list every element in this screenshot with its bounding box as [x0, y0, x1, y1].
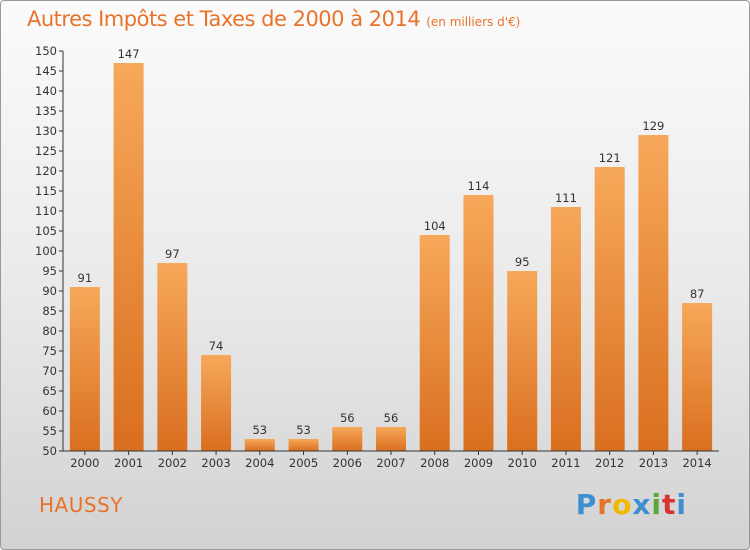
bar-value-label: 91	[78, 271, 93, 285]
logo-letter: x	[632, 488, 652, 521]
x-tick-label: 2012	[595, 456, 624, 470]
bar-value-label: 56	[384, 411, 399, 425]
x-tick-label: 2014	[682, 456, 711, 470]
y-tick-label: 110	[35, 204, 57, 218]
bar-value-label: 111	[555, 191, 577, 205]
x-tick-label: 2011	[551, 456, 580, 470]
logo-letter: o	[612, 488, 633, 521]
logo-letter: i	[676, 488, 687, 521]
y-tick-label: 145	[35, 64, 57, 78]
unit-text: (en milliers d'€)	[426, 15, 521, 29]
y-tick-label: 85	[42, 304, 57, 318]
bar-2010	[507, 271, 538, 451]
y-tick-label: 140	[35, 84, 57, 98]
bar-2001	[113, 63, 144, 451]
bar-value-label: 97	[165, 247, 180, 261]
place-name: HAUSSY	[39, 493, 123, 517]
bar-2000	[69, 287, 100, 451]
bar-2005	[288, 439, 319, 451]
bar-value-label: 104	[424, 219, 446, 233]
bar-value-label: 114	[467, 179, 489, 193]
x-tick-label: 2006	[333, 456, 362, 470]
bar-value-label: 53	[252, 423, 267, 437]
x-tick-label: 2005	[289, 456, 318, 470]
bar-2004	[244, 439, 275, 451]
bar-2007	[376, 427, 406, 451]
bar-2013	[638, 135, 669, 451]
y-tick-label: 125	[35, 144, 57, 158]
y-tick-label: 90	[42, 284, 57, 298]
x-tick-label: 2002	[158, 456, 187, 470]
x-tick-label: 2010	[508, 456, 537, 470]
y-tick-label: 55	[42, 424, 57, 438]
y-tick-label: 115	[35, 184, 57, 198]
x-tick-label: 2007	[376, 456, 405, 470]
y-tick-label: 60	[42, 404, 57, 418]
logo-letter: t	[662, 488, 677, 521]
x-tick-label: 2013	[639, 456, 668, 470]
chart-title: Autres Impôts et Taxes de 2000 à 2014 (en…	[27, 7, 520, 31]
logo-letter: i	[651, 488, 662, 521]
bar-2003	[201, 355, 232, 451]
bar-value-label: 74	[209, 339, 224, 353]
y-tick-label: 100	[35, 244, 57, 258]
y-tick-label: 120	[35, 164, 57, 178]
bar-2012	[594, 167, 625, 451]
bar-value-label: 147	[118, 47, 140, 61]
bar-2014	[682, 303, 713, 451]
x-tick-label: 2008	[420, 456, 449, 470]
y-axis: 50 55 60 65 70 75 80 85 90 95 100 105 110 115 120 125 13…	[35, 44, 64, 458]
x-tick-label: 2003	[201, 456, 230, 470]
title-text: Autres Impôts et Taxes de 2000 à 2014	[27, 7, 421, 31]
y-tick-label: 150	[35, 44, 57, 58]
y-tick-label: 105	[35, 224, 57, 238]
bar-value-label: 121	[599, 151, 621, 165]
x-axis: 2000 2001 2002 2003 2004 2005 2006 2007 2008 2009…	[63, 450, 719, 470]
x-tick-label: 2004	[245, 456, 274, 470]
bars-group: 91 147 97 74 53 53 56 56 104 114 95 111 121 129 87	[69, 47, 713, 451]
bar-value-label: 53	[296, 423, 311, 437]
x-tick-label: 2009	[464, 456, 493, 470]
bar-value-label: 129	[642, 119, 664, 133]
y-tick-label: 135	[35, 104, 57, 118]
bar-2008	[419, 235, 450, 451]
y-tick-label: 80	[42, 324, 57, 338]
bar-2011	[550, 207, 581, 451]
bar-value-label: 87	[690, 287, 705, 301]
logo-letter: P	[575, 488, 598, 521]
bar-2006	[332, 427, 363, 451]
y-tick-label: 65	[42, 384, 57, 398]
proxiti-logo: Proxiti	[576, 488, 687, 521]
bar-2002	[157, 263, 188, 451]
bar-value-label: 56	[340, 411, 355, 425]
x-tick-label: 2000	[70, 456, 99, 470]
y-tick-label: 95	[42, 264, 57, 278]
y-tick-label: 50	[42, 444, 57, 458]
y-tick-label: 130	[35, 124, 57, 138]
y-tick-label: 75	[42, 344, 57, 358]
x-tick-label: 2001	[114, 456, 143, 470]
bar-2009	[463, 195, 494, 451]
y-tick-label: 70	[42, 364, 57, 378]
logo-letter: r	[597, 488, 613, 521]
bar-value-label: 95	[515, 255, 530, 269]
